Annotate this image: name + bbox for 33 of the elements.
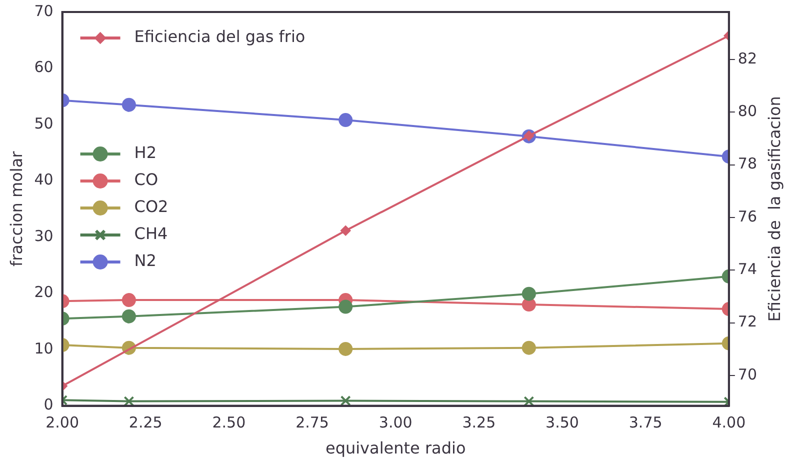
legend-label: CH4 bbox=[134, 224, 168, 244]
y-tick-label: 0 bbox=[44, 396, 54, 414]
x-tick-label: 3.25 bbox=[462, 414, 496, 432]
y2-tick-label: 76 bbox=[738, 207, 758, 226]
y2-tick-label: 70 bbox=[738, 365, 758, 384]
x-axis-title: equivalente radio bbox=[325, 438, 466, 458]
legend-label: H2 bbox=[134, 143, 157, 162]
x-tick-label: 2.75 bbox=[296, 414, 329, 432]
y2-tick-label: 80 bbox=[738, 102, 758, 120]
y-tick-label: 70 bbox=[34, 2, 54, 20]
x-tick-label: 2.50 bbox=[212, 414, 246, 432]
legend-label: Eficiencia del gas frio bbox=[134, 27, 306, 46]
legend-label: CO2 bbox=[134, 197, 168, 216]
x-tick-label: 3.75 bbox=[628, 414, 662, 432]
x-tick-label: 2.25 bbox=[128, 414, 162, 432]
y-tick-label: 30 bbox=[34, 226, 54, 245]
y-tick-label: 10 bbox=[34, 339, 54, 358]
y-tick-label: 60 bbox=[34, 58, 54, 76]
x-tick-label: 4.00 bbox=[712, 414, 746, 432]
y-axis-title: fraccion molar bbox=[6, 150, 26, 267]
x-tick-label: 3.00 bbox=[378, 414, 412, 432]
y2-axis-title: Eficiencia de la gasificacion bbox=[765, 96, 784, 322]
y2-tick-label: 72 bbox=[738, 312, 758, 331]
y-tick-label: 20 bbox=[34, 283, 54, 302]
y2-tick-label: 78 bbox=[738, 154, 758, 173]
x-tick-label: 3.50 bbox=[546, 414, 579, 432]
y-tick-label: 50 bbox=[34, 114, 54, 132]
x-tick-label: 2.00 bbox=[46, 414, 79, 432]
y-tick-label: 40 bbox=[34, 170, 54, 189]
legend-label: N2 bbox=[134, 251, 156, 270]
y2-tick-label: 82 bbox=[738, 49, 758, 68]
y2-tick-label: 74 bbox=[738, 260, 758, 278]
legend-label: CO bbox=[134, 170, 158, 190]
